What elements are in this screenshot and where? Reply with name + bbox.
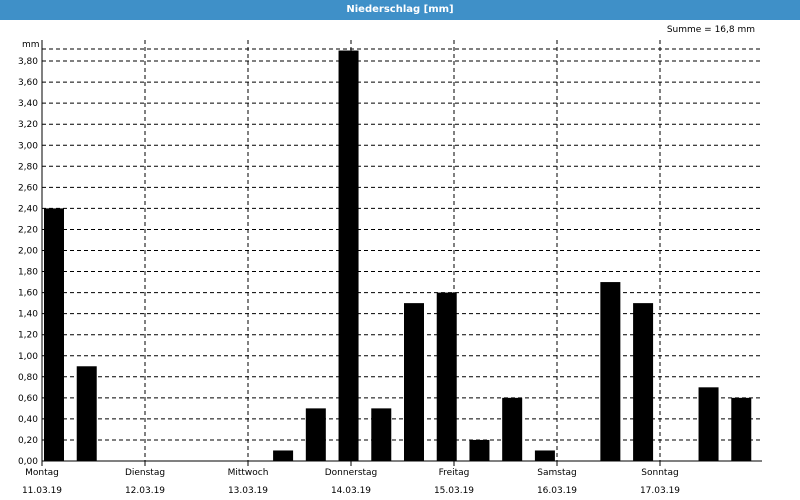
bar xyxy=(305,408,326,461)
y-tick-label: 0,40 xyxy=(18,415,38,425)
chart-title-bar: Niederschlag [mm] xyxy=(0,0,800,20)
y-tick-label: 0,80 xyxy=(18,373,38,383)
bars xyxy=(44,50,752,462)
x-day-name: Sonntag xyxy=(641,468,678,478)
bar xyxy=(502,397,523,461)
y-axis-unit: mm xyxy=(22,40,40,50)
x-day-date: 17.03.19 xyxy=(640,486,680,496)
y-tick-label: 2,60 xyxy=(18,183,38,193)
y-tick-label: 1,20 xyxy=(18,331,38,341)
x-day-date: 15.03.19 xyxy=(434,486,474,496)
y-tick-label: 1,60 xyxy=(18,289,38,299)
bar xyxy=(600,282,621,461)
y-tick-label: 1,40 xyxy=(18,310,38,320)
y-tick-label: 1,00 xyxy=(18,352,38,362)
x-day-date: 16.03.19 xyxy=(537,486,577,496)
grid-lines xyxy=(42,40,762,461)
bar xyxy=(338,50,359,462)
x-day-name: Dienstag xyxy=(125,468,165,478)
x-day-date: 14.03.19 xyxy=(331,486,371,496)
bar xyxy=(469,439,490,461)
bar xyxy=(404,303,424,461)
y-tick-label: 3,80 xyxy=(18,57,38,67)
y-tick-label: 1,80 xyxy=(18,268,38,278)
x-day-name: Montag xyxy=(25,468,59,478)
bar xyxy=(371,408,392,461)
bar xyxy=(731,397,752,461)
x-axis: Montag 11.03.19 Dienstag 12.03.19 Mittwoch 13… xyxy=(22,40,762,496)
bar xyxy=(44,208,64,461)
y-tick-label: 2,80 xyxy=(18,162,38,172)
y-tick-label: 3,40 xyxy=(18,99,38,109)
y-tick-label: 3,60 xyxy=(18,78,38,88)
y-tick-label: 0,00 xyxy=(18,457,38,467)
x-day-name: Donnerstag xyxy=(325,468,378,478)
y-tick-label: 3,00 xyxy=(18,141,38,151)
x-day-date: 11.03.19 xyxy=(22,486,62,496)
x-day-date: 13.03.19 xyxy=(228,486,268,496)
y-tick-label: 2,20 xyxy=(18,225,38,235)
x-day-name: Freitag xyxy=(439,468,470,478)
bar xyxy=(273,450,294,461)
y-tick-label: 3,20 xyxy=(18,120,38,130)
bar xyxy=(698,387,719,461)
precipitation-sum: Summe = 16,8 mm xyxy=(666,25,755,35)
bar xyxy=(76,366,97,461)
x-day-name: Mittwoch xyxy=(228,468,269,478)
bar xyxy=(534,450,555,461)
y-tick-label: 0,60 xyxy=(18,394,38,404)
y-tick-label: 2,40 xyxy=(18,204,38,214)
x-day-date: 12.03.19 xyxy=(125,486,165,496)
y-tick-label: 0,20 xyxy=(18,436,38,446)
bar xyxy=(633,303,654,461)
bar xyxy=(436,292,457,461)
y-axis: 0,00 0,20 0,40 0,60 0,80 1,00 1,20 1,40 1,60 1,80… xyxy=(18,57,38,467)
y-tick-label: 2,00 xyxy=(18,247,38,257)
x-day-name: Samstag xyxy=(537,468,576,478)
